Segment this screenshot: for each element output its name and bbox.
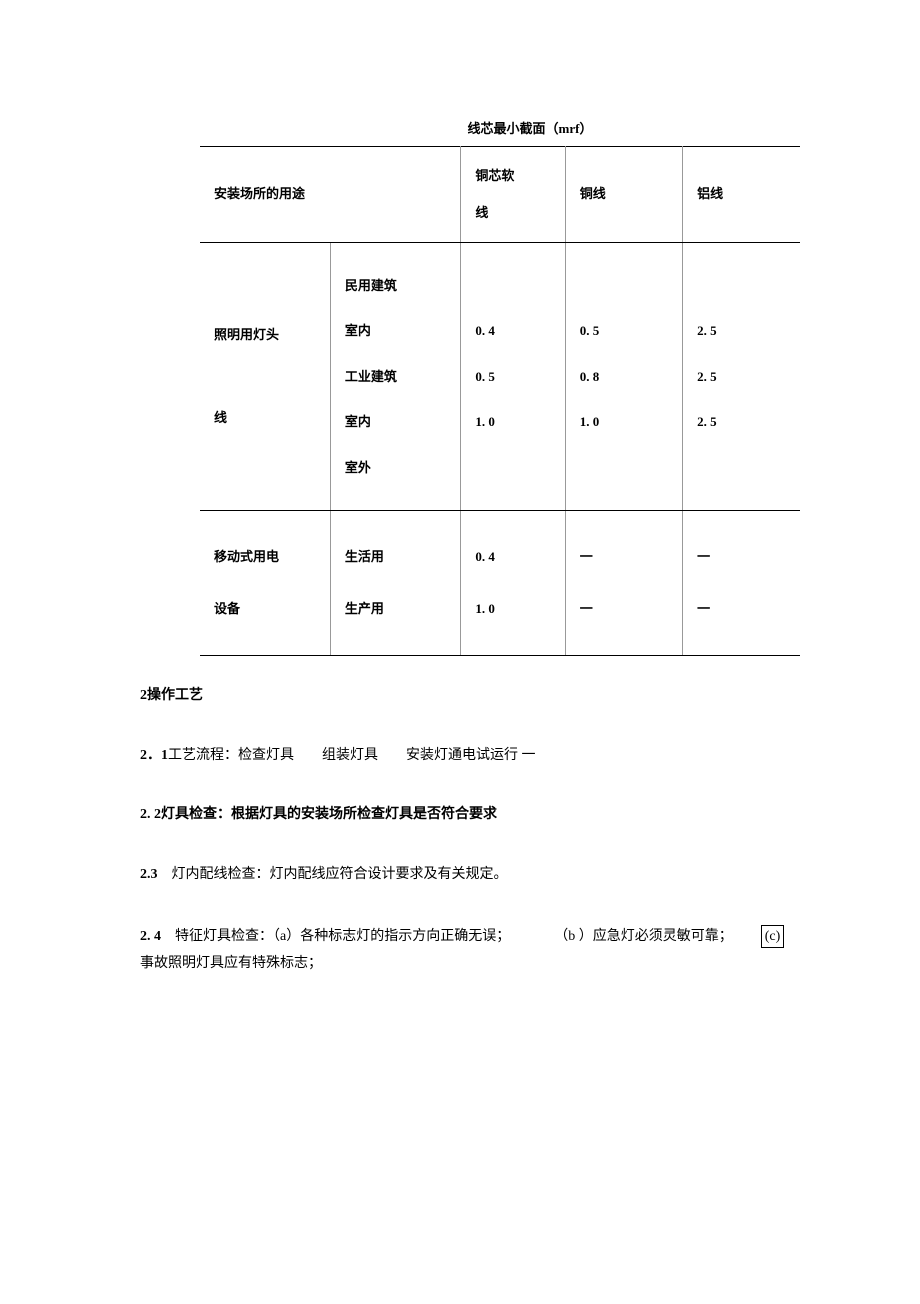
cell-line: 生产用 (345, 583, 446, 635)
para-text: 工艺流程：检查灯具 (168, 748, 294, 763)
cell-line: 一 (697, 531, 786, 583)
para-text: （b ）应急灯必须灵敏可靠； (554, 929, 733, 944)
table-header-row: 安装场所的用途 铜芯软 线 铜线 铝线 (200, 147, 800, 243)
header-col2: 铜芯软 线 (461, 147, 565, 243)
para-text: 组装灯具 (322, 748, 378, 763)
para-num: 2. 4 (140, 929, 161, 944)
cell-line: 生活用 (345, 531, 446, 583)
cell-line: 一 (697, 583, 786, 635)
cell-line: 室外 (345, 445, 446, 491)
cell-line: 移动式用电 (214, 531, 316, 583)
cell-line: 民用建筑 (345, 263, 446, 309)
row2-c3: 0. 4 1. 0 (461, 511, 565, 656)
cell-line: 工业建筑 (345, 354, 446, 400)
table-row: 照明用灯头 线 民用建筑 室内 工业建筑 室内 室外 0. 4 0. 5 1. … (200, 242, 800, 511)
cell-line: 0. 5 (580, 308, 668, 354)
cell-line: 0. 4 (475, 531, 550, 583)
row2-c2: 生活用 生产用 (330, 511, 460, 656)
paragraph-2-2: 2. 2灯具检查：根据灯具的安装场所检查灯具是否符合要求 (140, 805, 860, 825)
row1-c1: 照明用灯头 线 (200, 242, 330, 511)
spec-table: 安装场所的用途 铜芯软 线 铜线 铝线 照明用灯头 线 民用建筑 室内 工业建筑… (200, 146, 800, 656)
cell-line: 室内 (345, 308, 446, 354)
cell-line: 0. 8 (580, 354, 668, 400)
row1-c4: 0. 5 0. 8 1. 0 (565, 242, 682, 511)
paragraph-2-3: 2.3 灯内配线检查：灯内配线应符合设计要求及有关规定。 (140, 865, 860, 885)
section-heading: 2操作工艺 (140, 686, 860, 706)
header-col1: 安装场所的用途 (200, 147, 461, 243)
para-text: 2. 2灯具检查：根据灯具的安装场所检查灯具是否符合要求 (140, 807, 497, 822)
table-title: 线芯最小截面（mrf） (140, 120, 860, 138)
para-text: 安装灯通电试运行 一 (406, 748, 536, 763)
paragraph-2-4: 2. 4 特征灯具检查：（a）各种标志灯的指示方向正确无误； （b ）应急灯必须灵… (140, 925, 860, 949)
para-num: 2．1 (140, 748, 168, 763)
table-row: 移动式用电 设备 生活用 生产用 0. 4 1. 0 一 一 一 一 (200, 511, 800, 656)
cell-line: 1. 0 (475, 399, 550, 445)
cell-line: 设备 (214, 583, 316, 635)
para-text: 事故照明灯具应有特殊标志； (140, 956, 322, 971)
paragraph-2-1: 2．1工艺流程：检查灯具 组装灯具 安装灯通电试运行 一 (140, 746, 860, 766)
cell-line: 1. 0 (475, 583, 550, 635)
cell-line: 2. 5 (697, 399, 786, 445)
row1-c5: 2. 5 2. 5 2. 5 (683, 242, 800, 511)
para-num: 2.3 (140, 867, 158, 882)
cell-line: 1. 0 (580, 399, 668, 445)
boxed-note: (c) (761, 925, 785, 949)
cell-line: 一 (580, 531, 668, 583)
row1-c3: 0. 4 0. 5 1. 0 (461, 242, 565, 511)
row1-c2: 民用建筑 室内 工业建筑 室内 室外 (330, 242, 460, 511)
para-text: 特征灯具检查：（a）各种标志灯的指示方向正确无误； (161, 929, 510, 944)
para-text: 灯内配线检查：灯内配线应符合设计要求及有关规定。 (158, 867, 508, 882)
cell-line: 室内 (345, 399, 446, 445)
cell-line: 2. 5 (697, 308, 786, 354)
cell-line: 2. 5 (697, 354, 786, 400)
header-col4: 铝线 (683, 147, 800, 243)
cell-line: 0. 4 (475, 308, 550, 354)
paragraph-2-4b: 事故照明灯具应有特殊标志； (140, 954, 860, 974)
row2-c4: 一 一 (565, 511, 682, 656)
row2-c5: 一 一 (683, 511, 800, 656)
cell-line: 一 (580, 583, 668, 635)
header-col3: 铜线 (565, 147, 682, 243)
cell-line: 0. 5 (475, 354, 550, 400)
row2-c1: 移动式用电 设备 (200, 511, 330, 656)
